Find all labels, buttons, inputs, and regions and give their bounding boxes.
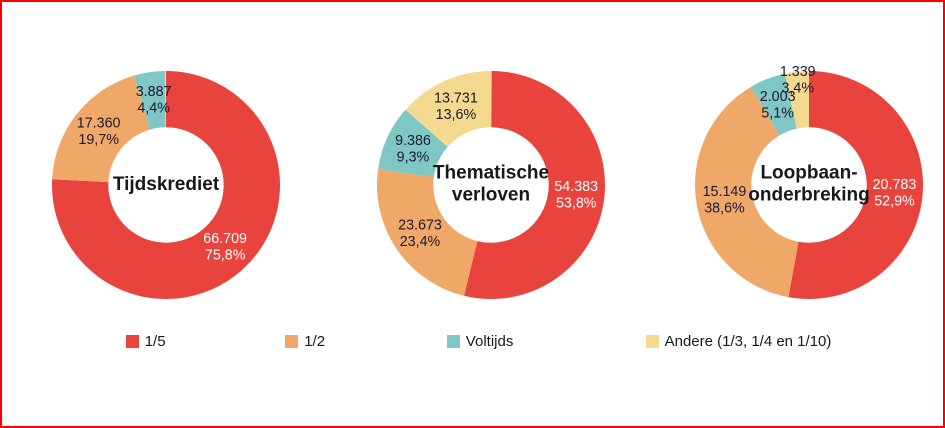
svg-text:5,1%: 5,1% bbox=[761, 105, 794, 121]
svg-text:23,4%: 23,4% bbox=[400, 233, 441, 249]
svg-text:23.673: 23.673 bbox=[398, 217, 442, 233]
svg-text:19,7%: 19,7% bbox=[78, 132, 119, 148]
svg-text:3,4%: 3,4% bbox=[781, 80, 814, 96]
svg-text:3.887: 3.887 bbox=[136, 84, 172, 100]
svg-text:9,3%: 9,3% bbox=[397, 149, 430, 165]
svg-text:53,8%: 53,8% bbox=[556, 195, 597, 211]
svg-text:13.731: 13.731 bbox=[434, 90, 478, 106]
svg-text:54.383: 54.383 bbox=[554, 179, 598, 195]
svg-text:66.709: 66.709 bbox=[203, 231, 247, 247]
svg-text:4,4%: 4,4% bbox=[137, 100, 170, 116]
svg-text:9.386: 9.386 bbox=[395, 133, 431, 149]
svg-text:15.149: 15.149 bbox=[703, 184, 747, 200]
svg-text:52,9%: 52,9% bbox=[874, 193, 915, 209]
svg-text:75,8%: 75,8% bbox=[205, 247, 246, 263]
svg-text:17.360: 17.360 bbox=[77, 115, 121, 131]
svg-text:38,6%: 38,6% bbox=[704, 200, 745, 216]
svg-text:20.783: 20.783 bbox=[873, 176, 917, 192]
svg-text:1.339: 1.339 bbox=[780, 64, 816, 80]
svg-text:13,6%: 13,6% bbox=[436, 107, 477, 123]
